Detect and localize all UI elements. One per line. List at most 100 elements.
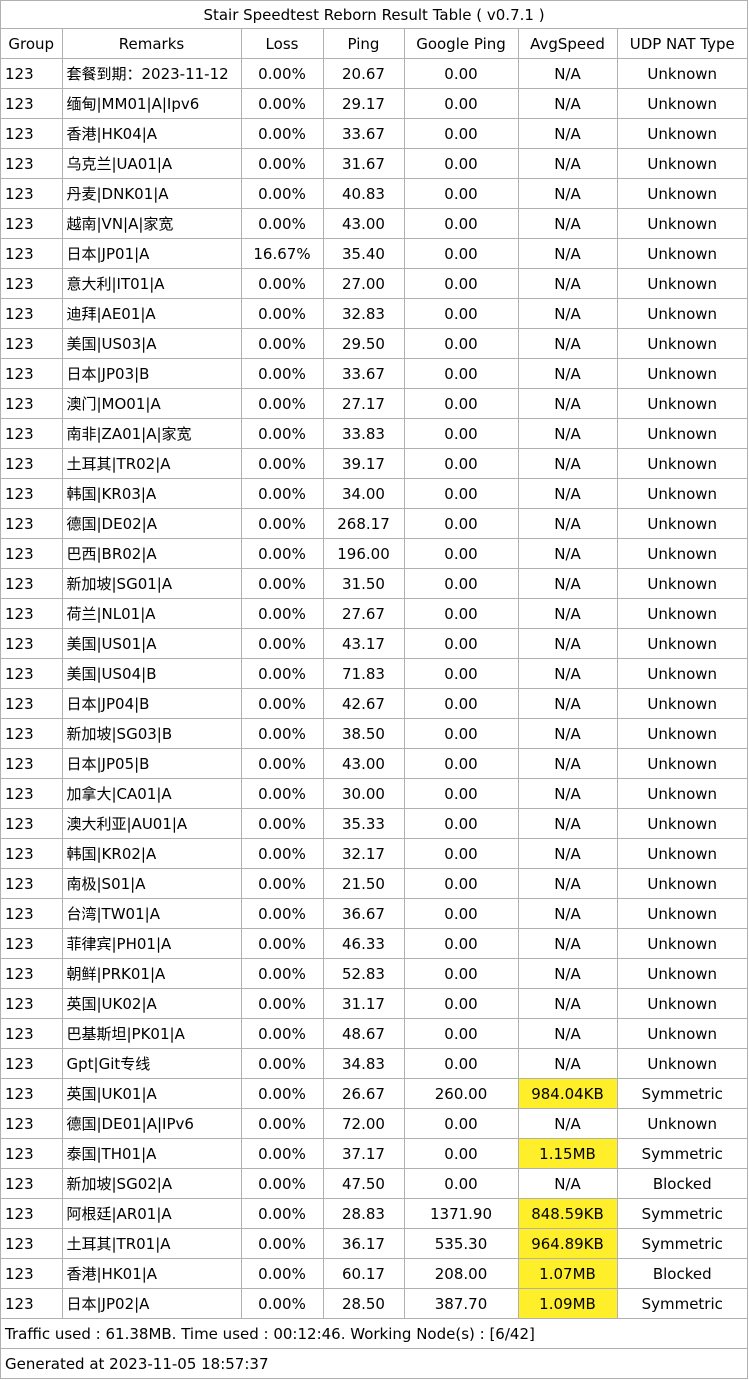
cell-avgspeed: N/A — [517, 718, 618, 749]
cell-group: 123 — [1, 358, 63, 389]
cell-udp-nat-type: Unknown — [616, 88, 747, 119]
table-row: 123 日本|JP02|A 0.00% 28.50 387.70 1.09MB Symmet… — [1, 1288, 747, 1319]
cell-ping: 34.00 — [322, 478, 405, 509]
table-row: 123 英国|UK01|A 0.00% 26.67 260.00 984.04KB Symm… — [1, 1078, 747, 1109]
cell-group: 123 — [1, 268, 63, 299]
cell-avgspeed: N/A — [517, 1168, 618, 1199]
cell-loss: 0.00% — [240, 988, 324, 1019]
table-row: 123 菲律宾|PH01|A 0.00% 46.33 0.00 N/A Unknown — [1, 928, 747, 959]
table-row: 123 套餐到期：2023-11-12 0.00% 20.67 0.00 N/A Unkno… — [1, 58, 747, 89]
table-row: 123 德国|DE01|A|IPv6 0.00% 72.00 0.00 N/A Unknow… — [1, 1108, 747, 1139]
cell-avgspeed: N/A — [517, 958, 618, 989]
cell-udp-nat-type: Unknown — [616, 418, 747, 449]
cell-remarks: 新加坡|SG01|A — [61, 568, 242, 599]
cell-remarks: 加拿大|CA01|A — [61, 778, 242, 809]
cell-loss: 0.00% — [240, 958, 324, 989]
cell-google-ping: 0.00 — [403, 448, 519, 479]
cell-ping: 43.00 — [322, 208, 405, 239]
table-row: 123 阿根廷|AR01|A 0.00% 28.83 1371.90 848.59KB Sy… — [1, 1198, 747, 1229]
table-row: 123 英国|UK02|A 0.00% 31.17 0.00 N/A Unknown — [1, 988, 747, 1019]
cell-remarks: 土耳其|TR01|A — [61, 1228, 242, 1259]
cell-group: 123 — [1, 238, 63, 269]
cell-loss: 0.00% — [240, 838, 324, 869]
cell-remarks: 巴西|BR02|A — [61, 538, 242, 569]
cell-remarks: 日本|JP02|A — [61, 1288, 242, 1319]
cell-remarks: 美国|US04|B — [61, 658, 242, 689]
cell-ping: 39.17 — [322, 448, 405, 479]
table-row: 123 Gpt|Git专线 0.00% 34.83 0.00 N/A Unknown — [1, 1048, 747, 1079]
table-row: 123 朝鲜|PRK01|A 0.00% 52.83 0.00 N/A Unknown — [1, 958, 747, 989]
cell-remarks: 新加坡|SG02|A — [61, 1168, 242, 1199]
cell-remarks: 土耳其|TR02|A — [61, 448, 242, 479]
cell-remarks: 美国|US03|A — [61, 328, 242, 359]
cell-google-ping: 0.00 — [403, 298, 519, 329]
cell-loss: 0.00% — [240, 268, 324, 299]
cell-google-ping: 0.00 — [403, 658, 519, 689]
cell-group: 123 — [1, 1078, 63, 1109]
cell-avgspeed: N/A — [517, 928, 618, 959]
table-row: 123 香港|HK04|A 0.00% 33.67 0.00 N/A Unknown — [1, 118, 747, 149]
cell-ping: 32.83 — [322, 298, 405, 329]
cell-remarks: 韩国|KR03|A — [61, 478, 242, 509]
cell-google-ping: 0.00 — [403, 598, 519, 629]
cell-udp-nat-type: Unknown — [616, 868, 747, 899]
cell-google-ping: 0.00 — [403, 748, 519, 779]
cell-group: 123 — [1, 928, 63, 959]
table-row: 123 迪拜|AE01|A 0.00% 32.83 0.00 N/A Unknown — [1, 298, 747, 329]
table-row: 123 丹麦|DNK01|A 0.00% 40.83 0.00 N/A Unknown — [1, 178, 747, 209]
table-row: 123 台湾|TW01|A 0.00% 36.67 0.00 N/A Unknown — [1, 898, 747, 929]
cell-avgspeed: N/A — [517, 628, 618, 659]
cell-ping: 29.50 — [322, 328, 405, 359]
cell-avgspeed: N/A — [517, 298, 618, 329]
cell-udp-nat-type: Unknown — [616, 1018, 747, 1049]
cell-ping: 48.67 — [322, 1018, 405, 1049]
cell-remarks: 乌克兰|UA01|A — [61, 148, 242, 179]
cell-group: 123 — [1, 1288, 63, 1319]
col-header-ping: Ping — [322, 29, 405, 59]
cell-group: 123 — [1, 1168, 63, 1199]
cell-google-ping: 0.00 — [403, 238, 519, 269]
cell-loss: 0.00% — [240, 208, 324, 239]
cell-group: 123 — [1, 178, 63, 209]
cell-loss: 0.00% — [240, 328, 324, 359]
header-row: Group Remarks Loss Ping Google Ping AvgS… — [1, 29, 747, 59]
cell-udp-nat-type: Unknown — [616, 448, 747, 479]
table-row: 123 日本|JP01|A 16.67% 35.40 0.00 N/A Unknown — [1, 238, 747, 269]
cell-loss: 0.00% — [240, 628, 324, 659]
cell-ping: 71.83 — [322, 658, 405, 689]
cell-group: 123 — [1, 118, 63, 149]
cell-avgspeed: N/A — [517, 508, 618, 539]
cell-loss: 0.00% — [240, 658, 324, 689]
cell-google-ping: 0.00 — [403, 328, 519, 359]
cell-loss: 0.00% — [240, 478, 324, 509]
cell-udp-nat-type: Unknown — [616, 178, 747, 209]
cell-google-ping: 0.00 — [403, 178, 519, 209]
cell-ping: 21.50 — [322, 868, 405, 899]
table-body: 123 套餐到期：2023-11-12 0.00% 20.67 0.00 N/A Unkno… — [1, 58, 747, 1319]
cell-group: 123 — [1, 1198, 63, 1229]
cell-avgspeed: N/A — [517, 1018, 618, 1049]
cell-ping: 43.00 — [322, 748, 405, 779]
cell-avgspeed: N/A — [517, 328, 618, 359]
cell-udp-nat-type: Unknown — [616, 328, 747, 359]
cell-remarks: 台湾|TW01|A — [61, 898, 242, 929]
cell-avgspeed: N/A — [517, 418, 618, 449]
cell-udp-nat-type: Blocked — [616, 1258, 747, 1289]
cell-remarks: 南极|S01|A — [61, 868, 242, 899]
cell-avgspeed: 848.59KB — [517, 1198, 618, 1229]
cell-remarks: 英国|UK02|A — [61, 988, 242, 1019]
cell-avgspeed: N/A — [517, 568, 618, 599]
cell-group: 123 — [1, 1108, 63, 1139]
table-row: 123 韩国|KR02|A 0.00% 32.17 0.00 N/A Unknown — [1, 838, 747, 869]
cell-ping: 34.83 — [322, 1048, 405, 1079]
footer-generated: Generated at 2023-11-05 18:57:37 — [1, 1349, 747, 1379]
cell-loss: 0.00% — [240, 388, 324, 419]
cell-udp-nat-type: Unknown — [616, 688, 747, 719]
cell-google-ping: 535.30 — [403, 1228, 519, 1259]
cell-udp-nat-type: Unknown — [616, 808, 747, 839]
cell-ping: 35.40 — [322, 238, 405, 269]
cell-ping: 268.17 — [322, 508, 405, 539]
cell-group: 123 — [1, 988, 63, 1019]
cell-group: 123 — [1, 418, 63, 449]
